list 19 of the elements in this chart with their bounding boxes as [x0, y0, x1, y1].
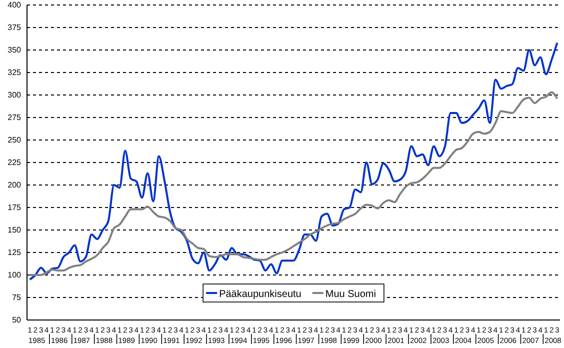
y-tick-label: 75 [12, 293, 22, 302]
y-tick-label: 50 [12, 316, 22, 325]
legend-label: Pääkaupunkiseutu [219, 289, 302, 300]
legend-label: Muu Suomi [325, 289, 376, 300]
y-tick-label: 400 [8, 0, 22, 10]
line-series [28, 42, 558, 280]
y-tick-label: 275 [8, 113, 22, 122]
y-tick-label: 300 [8, 90, 22, 100]
line-series [28, 91, 558, 276]
y-tick-label: 150 [8, 226, 22, 235]
y-tick-label: 225 [8, 158, 22, 168]
y-tick-label: 325 [8, 68, 22, 78]
y-tick-label: 100 [8, 270, 22, 280]
y-tick-label: 375 [8, 23, 22, 32]
y-tick-label: 200 [8, 180, 22, 190]
y-tick-label: 125 [8, 248, 22, 258]
y-tick-label: 350 [8, 46, 22, 55]
y-tick-label: 175 [8, 203, 22, 212]
y-tick-label: 250 [8, 136, 22, 145]
